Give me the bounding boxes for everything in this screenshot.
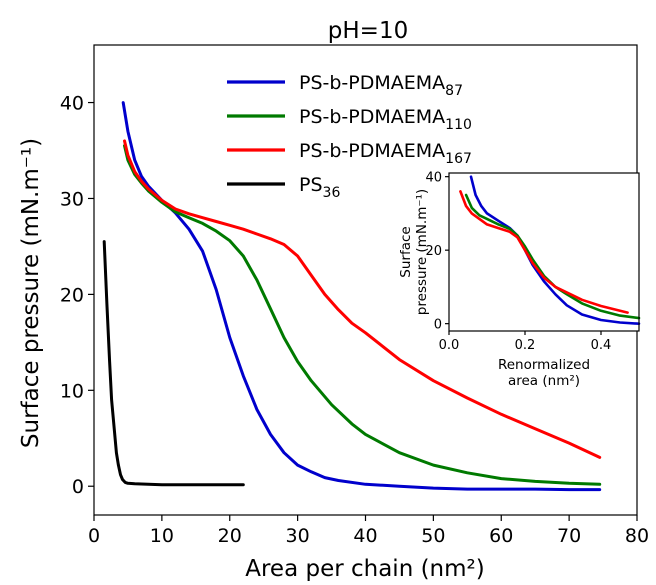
inset-series-line-2: [459, 190, 629, 314]
legend: PS-b-PDMAEMA87 PS-b-PDMAEMA110 PS-b-PDMAEM…: [227, 72, 472, 201]
inset-background: [449, 173, 639, 331]
inset-x-tick-label: 0.4: [591, 338, 612, 353]
inset-y-tick-label: 20: [425, 244, 442, 259]
inset-y-axis-label: Surfacepressure (mN.m⁻¹): [398, 189, 430, 315]
y-tick-label: 20: [60, 284, 84, 306]
x-tick-label: 70: [557, 525, 581, 547]
x-tick-label: 50: [421, 525, 445, 547]
x-tick-label: 10: [150, 525, 174, 547]
x-axis-ticks: 0 10 20 30 40 50 60 70 80: [88, 515, 649, 547]
inset-y-tick-label: 0: [434, 318, 442, 333]
y-axis-label: Surface pressure (mN.m⁻¹): [18, 138, 44, 448]
series-line-2: [123, 139, 602, 459]
series-line-3: [102, 240, 245, 487]
y-tick-label: 10: [60, 380, 84, 402]
inset-y-tick-label: 40: [425, 171, 442, 186]
x-tick-label: 40: [353, 525, 377, 547]
inset-x-axis-ticks: 0.0 0.2 0.4: [439, 331, 612, 353]
inset-y-label-text: Surfacepressure (mN.m⁻¹): [398, 189, 430, 315]
x-tick-label: 80: [625, 525, 649, 547]
inset-series-line-1: [464, 193, 641, 320]
inset-series-group: [459, 175, 641, 325]
x-tick-label: 30: [286, 525, 310, 547]
x-tick-label: 0: [88, 525, 100, 547]
main-series-group: [102, 101, 602, 492]
chart-title: pH=10: [328, 18, 408, 44]
legend-entry-0: PS-b-PDMAEMA87: [299, 72, 463, 99]
legend-entry-1: PS-b-PDMAEMA110: [299, 106, 472, 133]
x-axis-label: Area per chain (nm²): [245, 556, 485, 582]
x-tick-label: 20: [218, 525, 242, 547]
inset-y-axis-ticks: 0 20 40: [425, 171, 449, 333]
inset-x-label-text: Renormalized area (nm²): [498, 357, 590, 389]
y-tick-label: 30: [60, 188, 84, 210]
inset-x-tick-label: 0.2: [515, 338, 536, 353]
legend-entry-2: PS-b-PDMAEMA167: [299, 140, 472, 167]
y-axis-ticks: 0 10 20 30 40: [60, 93, 94, 498]
y-tick-label: 40: [60, 93, 84, 115]
inset-plot-frame: [448, 172, 640, 332]
y-tick-label: 0: [72, 476, 84, 498]
inset-chart: 0.0 0.2 0.4 0 20 40 Renormalized area (nm²) S…: [398, 171, 641, 389]
x-tick-label: 60: [489, 525, 513, 547]
inset-x-tick-label: 0.0: [439, 338, 460, 353]
inset-x-axis-label: Renormalized area (nm²): [498, 357, 590, 389]
legend-entry-3: PS36: [299, 174, 340, 201]
